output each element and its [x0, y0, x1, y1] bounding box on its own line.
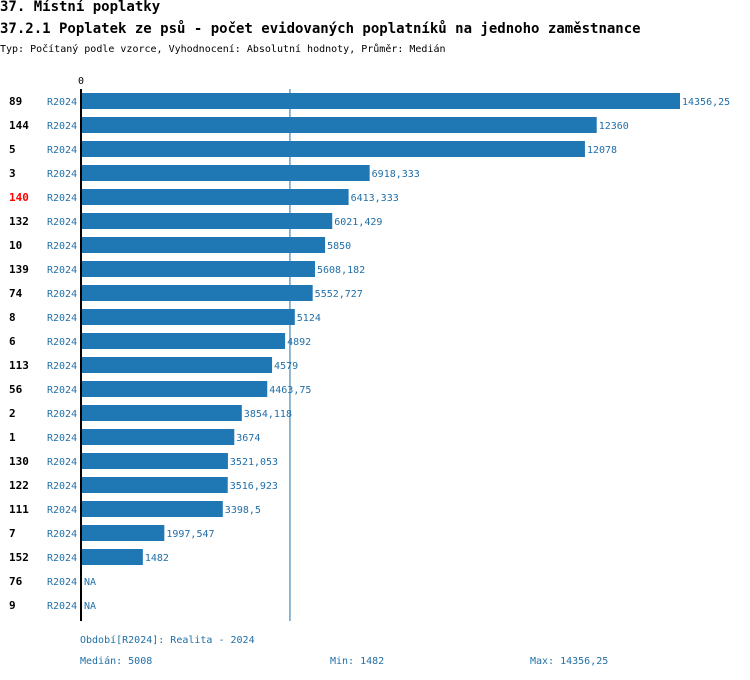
series-label: R2024: [47, 505, 77, 516]
series-label: R2024: [47, 265, 77, 276]
data-label: 3521,053: [230, 457, 278, 468]
series-label: R2024: [47, 217, 77, 228]
chart-subtitle: Typ: Počítaný podle vzorce, Vyhodnocení:…: [0, 44, 446, 55]
category-label: 5: [9, 143, 16, 156]
series-label: R2024: [47, 97, 77, 108]
chart-title: 37.2.1 Poplatek ze psů - počet evidovaný…: [0, 21, 641, 37]
data-label: 14356,25: [682, 97, 730, 108]
category-label: 1: [9, 431, 16, 444]
category-label: 3: [9, 167, 16, 180]
category-label: 2: [9, 407, 16, 420]
series-label: R2024: [47, 361, 77, 372]
data-label: 4463,75: [269, 385, 311, 396]
data-label: 6021,429: [334, 217, 382, 228]
data-label: 12360: [599, 121, 629, 132]
series-label: R2024: [47, 337, 77, 348]
series-label: R2024: [47, 481, 77, 492]
series-label: R2024: [47, 121, 77, 132]
bar: [81, 549, 143, 565]
data-label: NA: [84, 577, 96, 588]
data-label: 3854,118: [244, 409, 292, 420]
category-label: 130: [9, 455, 29, 468]
data-label: 5608,182: [317, 265, 365, 276]
bar: [81, 525, 165, 541]
footer-min: Min: 1482: [330, 656, 385, 667]
category-label: 10: [9, 239, 22, 252]
series-label: R2024: [47, 577, 77, 588]
data-label: 3674: [236, 433, 260, 444]
data-label: 1997,547: [166, 529, 214, 540]
series-label: R2024: [47, 289, 77, 300]
category-label: 139: [9, 263, 29, 276]
series-label: R2024: [47, 193, 77, 204]
bar: [81, 501, 223, 517]
x-tick-label: 0: [78, 76, 84, 87]
series-label: R2024: [47, 601, 77, 612]
bar: [81, 429, 235, 445]
bar: [81, 333, 286, 349]
bar: [81, 213, 333, 229]
data-label: 5850: [327, 241, 351, 252]
category-label: 56: [9, 383, 23, 396]
series-label: R2024: [47, 385, 77, 396]
bar: [81, 93, 680, 109]
footer-period: Období[R2024]: Realita - 2024: [80, 635, 255, 646]
bar: [81, 477, 228, 493]
category-label: 74: [9, 287, 23, 300]
bar: [81, 381, 268, 397]
category-label: 132: [9, 215, 29, 228]
footer-median: Medián: 5008: [80, 656, 153, 667]
data-label: 4579: [274, 361, 298, 372]
bar: [81, 117, 597, 133]
bar: [81, 285, 313, 301]
bar: [81, 189, 349, 205]
category-label: 140: [9, 191, 29, 204]
series-label: R2024: [47, 241, 77, 252]
data-label: 5124: [297, 313, 321, 324]
category-label: 144: [9, 119, 29, 132]
series-label: R2024: [47, 313, 77, 324]
bar: [81, 357, 273, 373]
series-label: R2024: [47, 409, 77, 420]
category-label: 122: [9, 479, 29, 492]
category-label: 8: [9, 311, 16, 324]
bar: [81, 453, 228, 469]
data-label: 6413,333: [351, 193, 399, 204]
category-label: 152: [9, 551, 29, 564]
data-label: 3516,923: [230, 481, 278, 492]
bar: [81, 141, 585, 157]
bar: [81, 237, 326, 253]
data-label: 4892: [287, 337, 311, 348]
series-label: R2024: [47, 553, 77, 564]
category-label: 6: [9, 335, 16, 348]
category-label: 89: [9, 95, 22, 108]
category-label: 76: [9, 575, 23, 588]
data-label: 5552,727: [315, 289, 363, 300]
series-label: R2024: [47, 169, 77, 180]
series-label: R2024: [47, 145, 77, 156]
series-label: R2024: [47, 529, 77, 540]
category-label: 7: [9, 527, 16, 540]
data-label: 1482: [145, 553, 169, 564]
data-label: NA: [84, 601, 96, 612]
section-title: 37. Místní poplatky: [0, 0, 161, 15]
bar: [81, 405, 242, 421]
data-label: 3398,5: [225, 505, 261, 516]
category-label: 113: [9, 359, 29, 372]
data-label: 6918,333: [372, 169, 420, 180]
series-label: R2024: [47, 433, 77, 444]
bar: [81, 309, 295, 325]
series-label: R2024: [47, 457, 77, 468]
bar: [81, 261, 315, 277]
category-label: 9: [9, 599, 16, 612]
bar: [81, 165, 370, 181]
category-label: 111: [9, 503, 29, 516]
footer-max: Max: 14356,25: [530, 656, 609, 667]
data-label: 12078: [587, 145, 617, 156]
